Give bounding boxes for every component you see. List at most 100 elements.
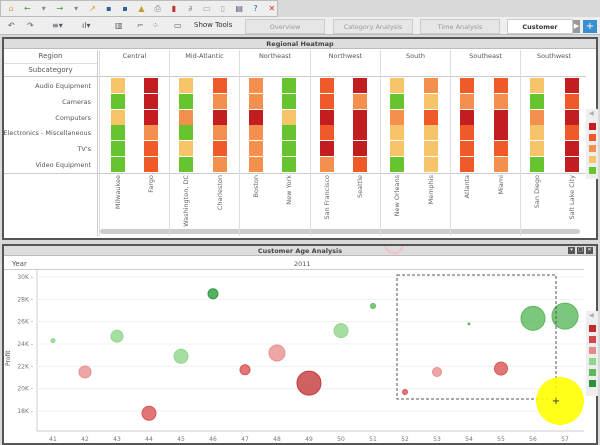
heatmap-cell[interactable]: [390, 94, 404, 109]
heatmap-cell[interactable]: [530, 141, 544, 156]
save-as-icon[interactable]: ▪: [122, 4, 128, 13]
save-icon[interactable]: ▪: [106, 4, 112, 13]
horizontal-scrollbar[interactable]: [100, 229, 580, 234]
document-icon[interactable]: ▯: [220, 4, 226, 13]
bubble[interactable]: [173, 348, 189, 364]
back-icon[interactable]: ←: [23, 4, 31, 13]
heatmap-cell[interactable]: [353, 141, 367, 156]
bubble[interactable]: [207, 288, 219, 300]
heatmap-cell[interactable]: [353, 94, 367, 109]
bubble[interactable]: [402, 389, 408, 396]
link-icon[interactable]: ∂: [188, 4, 193, 13]
heatmap-cell[interactable]: [282, 110, 296, 125]
heatmap-cell[interactable]: [424, 94, 438, 109]
heatmap-cell[interactable]: [565, 157, 579, 172]
bubble-chart[interactable]: 18K - 20K - 22K - 24K - 26K - 28K - 30K - 41 42 4…: [4, 246, 596, 443]
heatmap-cell[interactable]: [494, 141, 508, 156]
heatmap-cell[interactable]: [144, 110, 158, 125]
heatmap-cell[interactable]: [424, 157, 438, 172]
bubble[interactable]: [239, 364, 251, 376]
heatmap-cell[interactable]: [460, 110, 474, 125]
dropdown-icon[interactable]: ▾: [568, 247, 575, 254]
bubble[interactable]: [110, 329, 124, 343]
heatmap-cell[interactable]: [144, 125, 158, 140]
print-icon[interactable]: ⎙: [154, 4, 161, 13]
add-tab-button[interactable]: +: [583, 20, 597, 33]
heatmap-cell[interactable]: [565, 78, 579, 93]
heatmap-cell[interactable]: [460, 78, 474, 93]
heatmap-cell[interactable]: [460, 141, 474, 156]
heatmap-cell[interactable]: [494, 157, 508, 172]
heatmap-cell[interactable]: [111, 125, 125, 140]
heatmap-cell[interactable]: [565, 125, 579, 140]
bubble[interactable]: [296, 370, 322, 396]
heatmap-cell[interactable]: [390, 110, 404, 125]
maximize-icon[interactable]: □: [577, 247, 584, 254]
heatmap-cell[interactable]: [320, 125, 334, 140]
region-header-northwest[interactable]: Northwest: [310, 50, 380, 62]
heatmap-cell[interactable]: [282, 78, 296, 93]
heatmap-cell[interactable]: [565, 110, 579, 125]
region-header-central[interactable]: Central: [99, 50, 169, 62]
heatmap-cell[interactable]: [249, 110, 263, 125]
heatmap-cell[interactable]: [144, 141, 158, 156]
heatmap-cell[interactable]: [249, 125, 263, 140]
heatmap-cell[interactable]: [179, 125, 193, 140]
help-icon[interactable]: ?: [253, 4, 258, 13]
heatmap-cell[interactable]: [390, 157, 404, 172]
heatmap-cell[interactable]: [424, 141, 438, 156]
collapse-legend-icon[interactable]: ◀: [589, 110, 594, 117]
bubble[interactable]: [78, 365, 92, 379]
heatmap-cell[interactable]: [320, 78, 334, 93]
heatmap-cell[interactable]: [320, 94, 334, 109]
redo-icon[interactable]: ↷: [27, 21, 34, 30]
chart-type-dropdown-icon[interactable]: ıl▾: [82, 21, 91, 30]
heatmap-cell[interactable]: [213, 157, 227, 172]
tab-overview[interactable]: Overview: [245, 19, 325, 34]
heatmap-cell[interactable]: [494, 78, 508, 93]
heatmap-cell[interactable]: [353, 78, 367, 93]
bubble[interactable]: [551, 302, 579, 330]
heatmap-cell[interactable]: [530, 94, 544, 109]
heatmap-cell[interactable]: [460, 125, 474, 140]
heatmap-cell[interactable]: [213, 141, 227, 156]
bubble[interactable]: [333, 323, 349, 339]
heatmap-cell[interactable]: [353, 110, 367, 125]
heatmap-cell[interactable]: [282, 157, 296, 172]
chart-icon[interactable]: ▲: [138, 4, 145, 13]
heatmap-cell[interactable]: [213, 78, 227, 93]
heatmap-cell[interactable]: [111, 94, 125, 109]
monitor-icon[interactable]: ▭: [174, 21, 182, 30]
heatmap-cell[interactable]: [353, 157, 367, 172]
heatmap-cell[interactable]: [111, 141, 125, 156]
heatmap-cell[interactable]: [282, 94, 296, 109]
bubble[interactable]: [370, 303, 376, 310]
heatmap-cell[interactable]: [460, 157, 474, 172]
collapse-legend-icon[interactable]: ◀: [589, 312, 594, 319]
heatmap-cell[interactable]: [144, 157, 158, 172]
show-tools-button[interactable]: Show Tools: [194, 21, 233, 29]
heatmap-cell[interactable]: [390, 141, 404, 156]
heatmap-cell[interactable]: [320, 157, 334, 172]
heatmap-cell[interactable]: [390, 125, 404, 140]
heatmap-cell[interactable]: [179, 110, 193, 125]
close-icon[interactable]: ✕: [268, 4, 276, 13]
heatmap-cell[interactable]: [111, 157, 125, 172]
heatmap-cell[interactable]: [320, 110, 334, 125]
heatmap-cell[interactable]: [530, 157, 544, 172]
heatmap-cell[interactable]: [282, 125, 296, 140]
heatmap-cell[interactable]: [282, 141, 296, 156]
heatmap-cell[interactable]: [565, 141, 579, 156]
heatmap-cell[interactable]: [179, 157, 193, 172]
bubble[interactable]: [50, 338, 56, 344]
heatmap-cell[interactable]: [111, 78, 125, 93]
export-icon[interactable]: ↗: [89, 4, 96, 13]
heatmap-cell[interactable]: [179, 94, 193, 109]
heatmap-cell[interactable]: [460, 94, 474, 109]
bubble[interactable]: [494, 361, 508, 376]
bubble[interactable]: [268, 344, 286, 362]
heatmap-cell[interactable]: [249, 157, 263, 172]
heatmap-cell[interactable]: [249, 94, 263, 109]
heatmap-cell[interactable]: [530, 110, 544, 125]
list-dropdown-icon[interactable]: ≡▾: [52, 21, 63, 30]
